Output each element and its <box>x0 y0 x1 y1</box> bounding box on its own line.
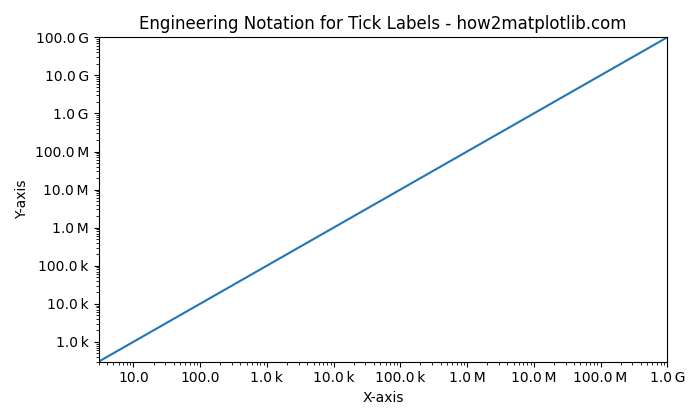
X-axis label: X-axis: X-axis <box>362 391 404 405</box>
Y-axis label: Y-axis: Y-axis <box>15 180 29 219</box>
Title: Engineering Notation for Tick Labels - how2matplotlib.com: Engineering Notation for Tick Labels - h… <box>139 15 626 33</box>
